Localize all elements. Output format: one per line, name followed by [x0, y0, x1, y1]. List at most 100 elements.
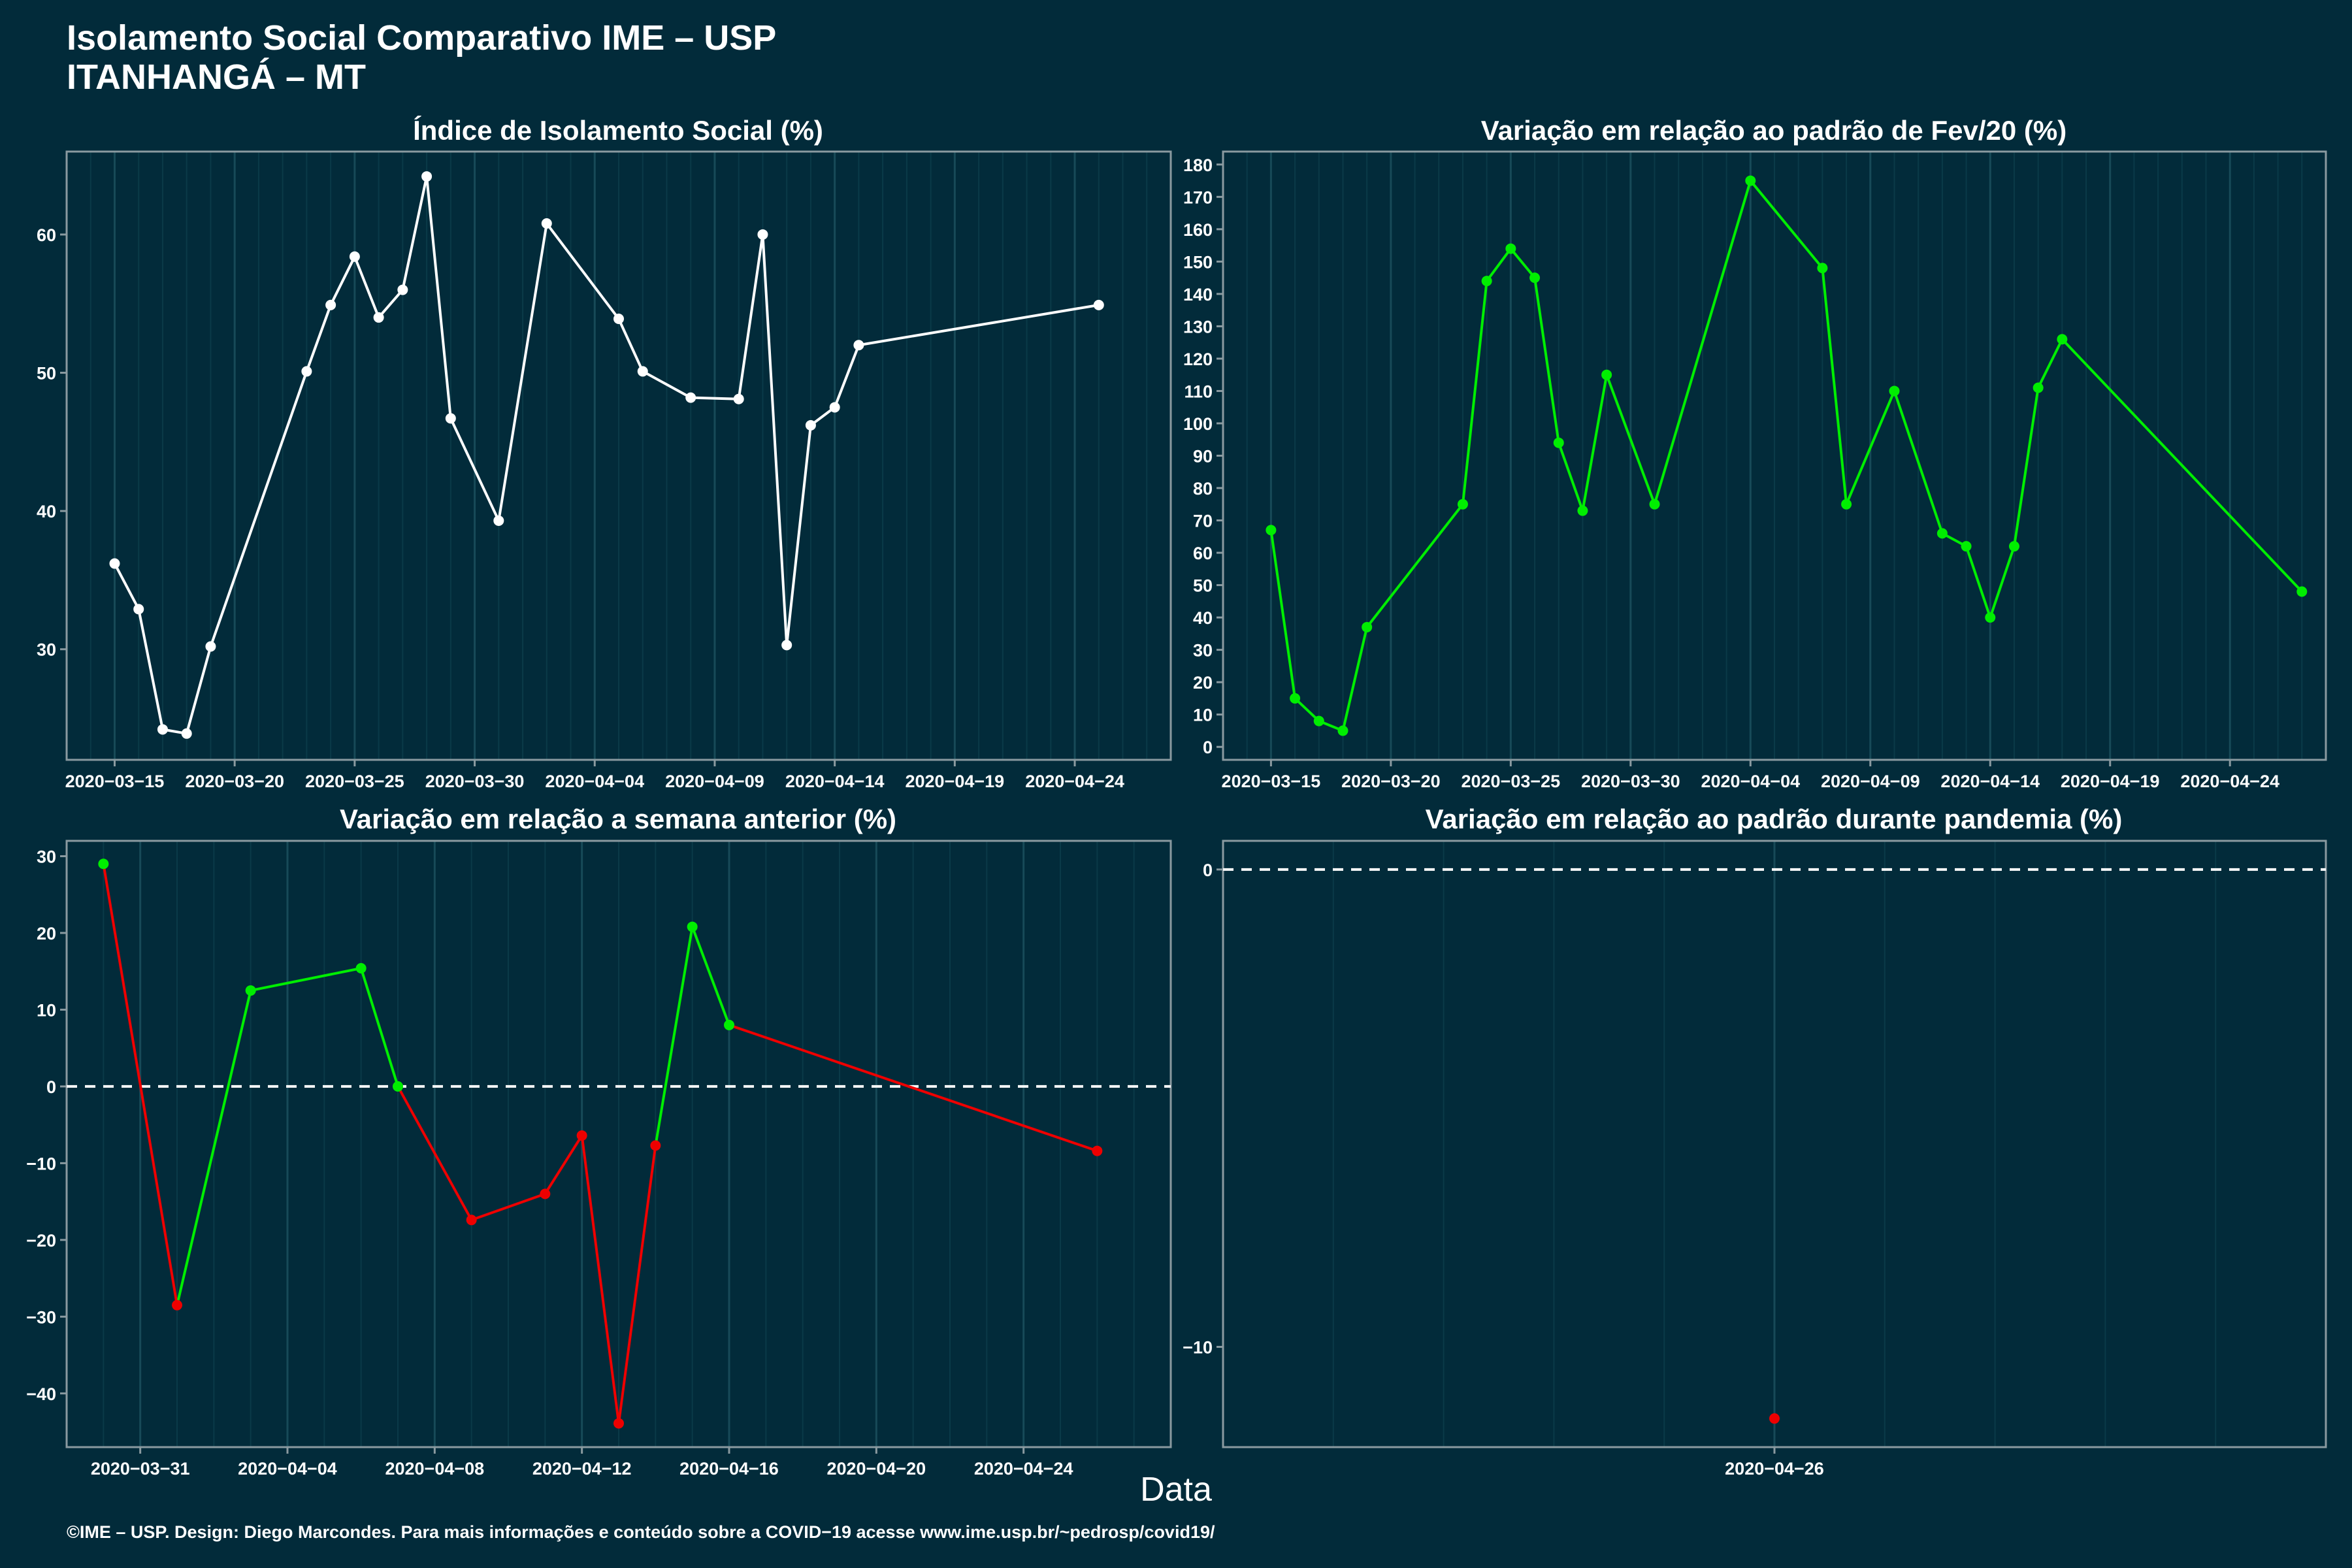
data-point — [1961, 541, 1972, 552]
data-point — [2296, 586, 2308, 597]
series-line-segment — [545, 222, 620, 321]
y-tick-label: −10 — [1183, 1338, 1213, 1358]
series-line-segment — [1461, 280, 1488, 506]
x-tick-label: 2020−04−24 — [2180, 772, 2279, 791]
y-tick-label: 150 — [1183, 252, 1213, 272]
data-point — [1745, 175, 1756, 186]
series-line-segment — [1893, 389, 1944, 535]
y-tick-label: 70 — [1193, 512, 1213, 531]
series-line-segment — [249, 966, 363, 992]
series-line-segment — [691, 925, 730, 1026]
y-tick-label: 20 — [37, 924, 56, 943]
panel-title-week-variation: Variação em relação a semana anterior (%… — [339, 804, 897, 834]
y-tick-label: 30 — [37, 640, 56, 660]
series-line-segment — [401, 175, 429, 291]
data-point — [1266, 525, 1277, 536]
series-line-segment — [617, 318, 644, 373]
y-tick-label: 40 — [1193, 608, 1213, 628]
series-line-segment — [1653, 179, 1752, 506]
series-line-segment — [857, 303, 1100, 347]
data-point — [1505, 243, 1516, 254]
series-line-segment — [1845, 389, 1896, 506]
data-point — [805, 419, 816, 431]
panel-title-pandemic-variation: Variação em relação ao padrão durante pa… — [1425, 804, 2123, 834]
series-line-segment — [617, 1144, 657, 1425]
y-tick-label: 40 — [37, 502, 56, 521]
y-tick-label: 60 — [37, 225, 56, 245]
data-point — [181, 728, 192, 739]
data-point — [685, 392, 696, 403]
data-point — [1936, 528, 1948, 539]
y-tick-label: 110 — [1184, 382, 1213, 401]
y-tick-label: 80 — [1193, 479, 1213, 498]
data-point — [1889, 385, 1900, 397]
series-line-segment — [1965, 545, 1992, 619]
series-line-segment — [1605, 373, 1656, 506]
series-line-segment — [1989, 545, 2016, 619]
series-line-segment — [1557, 441, 1584, 512]
panel-border — [65, 150, 1172, 761]
data-point — [733, 393, 744, 404]
series-line-segment — [580, 1134, 620, 1425]
data-point — [445, 413, 456, 424]
data-point — [613, 314, 624, 325]
x-tick-label: 2020−04−20 — [826, 1459, 926, 1478]
series-line-segment — [2036, 338, 2064, 389]
series-line-segment — [137, 608, 164, 731]
x-tick-label: 2020−04−26 — [1725, 1459, 1824, 1478]
y-tick-label: 50 — [37, 364, 56, 384]
y-tick-label: 120 — [1183, 350, 1213, 369]
x-tick-label: 2020−04−19 — [906, 772, 1005, 791]
y-tick-label: 20 — [1193, 673, 1213, 693]
data-point — [493, 515, 504, 526]
series-line-segment — [689, 396, 740, 400]
x-tick-label: 2020−03−20 — [1341, 772, 1441, 791]
y-tick-label: −30 — [26, 1307, 56, 1327]
x-tick-label: 2020−04−16 — [679, 1459, 779, 1478]
data-point — [1290, 693, 1301, 704]
data-point — [613, 1418, 624, 1429]
x-tick-label: 2020−03−30 — [425, 772, 525, 791]
data-point — [1092, 1145, 1103, 1156]
series-line-segment — [654, 925, 694, 1147]
series-line-segment — [185, 645, 212, 735]
series-line-segment — [737, 233, 764, 400]
data-point — [1601, 369, 1612, 380]
data-point — [355, 962, 367, 973]
series-line-segment — [449, 417, 500, 522]
series-line-segment — [1269, 529, 1297, 700]
data-point — [301, 366, 312, 377]
series-line-segment — [1509, 247, 1537, 280]
figure-subtitle: ITANHANGÁ – MT — [67, 57, 366, 97]
x-tick-label: 2020−03−15 — [1222, 772, 1321, 791]
x-tick-label: 2020−04−14 — [1940, 772, 2040, 791]
data-point — [393, 1081, 403, 1092]
series-line-segment — [113, 562, 140, 611]
data-point — [637, 366, 648, 377]
x-tick-label: 2020−04−24 — [974, 1459, 1073, 1478]
x-tick-label: 2020−03−31 — [91, 1459, 190, 1478]
data-point — [687, 921, 698, 932]
y-tick-label: 10 — [1193, 706, 1213, 725]
series-line-segment — [497, 222, 548, 522]
x-tick-label: 2020−03−30 — [1581, 772, 1680, 791]
y-tick-label: 90 — [1193, 447, 1213, 466]
data-point — [325, 299, 336, 310]
y-tick-label: 100 — [1183, 414, 1213, 434]
data-point — [650, 1140, 661, 1151]
data-point — [172, 1299, 182, 1311]
x-tick-label: 2020−03−25 — [305, 772, 404, 791]
data-point — [829, 402, 840, 413]
y-tick-label: 10 — [37, 1000, 56, 1020]
series-line-segment — [1294, 696, 1320, 723]
data-point — [1817, 263, 1828, 274]
y-tick-label: 170 — [1183, 188, 1213, 207]
data-point — [466, 1215, 477, 1226]
data-point — [724, 1019, 734, 1030]
data-point — [576, 1130, 587, 1141]
series-line-segment — [1581, 373, 1609, 512]
series-line-segment — [305, 303, 333, 373]
y-tick-label: 30 — [1193, 641, 1213, 661]
x-axis-title: Data — [1140, 1471, 1212, 1509]
x-tick-label: 2020−04−04 — [1701, 772, 1800, 791]
